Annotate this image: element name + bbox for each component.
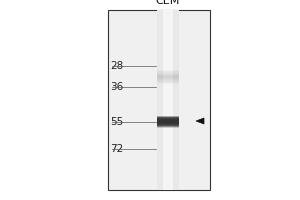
Bar xyxy=(157,75,179,76)
Polygon shape xyxy=(196,118,204,124)
Bar xyxy=(157,70,179,72)
Bar xyxy=(157,80,179,82)
Bar xyxy=(157,125,179,127)
Bar xyxy=(157,78,179,79)
Bar xyxy=(157,74,179,75)
Text: 28: 28 xyxy=(110,61,123,71)
Bar xyxy=(157,82,179,83)
Bar xyxy=(157,123,179,125)
Bar xyxy=(157,119,179,121)
Bar xyxy=(157,118,179,119)
Text: 55: 55 xyxy=(110,117,123,127)
Bar xyxy=(157,126,179,128)
Bar xyxy=(157,79,179,80)
Bar xyxy=(157,122,179,124)
Bar xyxy=(157,73,179,75)
Bar xyxy=(157,120,179,122)
Bar xyxy=(157,120,179,122)
Bar xyxy=(157,119,179,121)
Text: 72: 72 xyxy=(110,144,123,154)
Bar xyxy=(157,76,179,78)
Bar xyxy=(157,10,179,190)
Bar xyxy=(163,10,173,190)
Bar xyxy=(157,125,179,126)
Bar xyxy=(157,122,179,123)
Bar xyxy=(157,123,179,124)
Bar xyxy=(157,71,179,72)
Bar xyxy=(157,116,179,117)
Bar xyxy=(157,118,179,120)
Bar xyxy=(157,123,179,124)
Bar xyxy=(157,81,179,82)
Bar xyxy=(157,72,179,73)
Bar xyxy=(157,116,179,118)
Bar xyxy=(157,74,179,76)
Bar xyxy=(157,75,179,77)
Bar xyxy=(157,124,179,126)
Text: CEM: CEM xyxy=(156,0,180,6)
Bar xyxy=(157,71,179,72)
Bar xyxy=(157,126,179,127)
Bar xyxy=(157,124,179,125)
Bar xyxy=(157,77,179,79)
Bar xyxy=(157,125,179,126)
Bar xyxy=(157,79,179,81)
Bar xyxy=(157,117,179,119)
Bar xyxy=(157,72,179,73)
Bar xyxy=(157,78,179,80)
Bar xyxy=(108,10,210,190)
Bar xyxy=(157,118,179,120)
Bar xyxy=(157,73,179,74)
Bar xyxy=(157,121,179,122)
Bar xyxy=(157,121,179,123)
Bar xyxy=(157,117,179,118)
Bar xyxy=(157,76,179,77)
Bar xyxy=(157,119,179,120)
Bar xyxy=(157,124,179,125)
Text: 36: 36 xyxy=(110,82,123,92)
Bar xyxy=(157,120,179,121)
Bar xyxy=(157,72,179,74)
Bar xyxy=(157,122,179,123)
Bar xyxy=(157,80,179,82)
Bar xyxy=(157,77,179,78)
Bar xyxy=(157,117,179,119)
Bar xyxy=(157,82,179,84)
